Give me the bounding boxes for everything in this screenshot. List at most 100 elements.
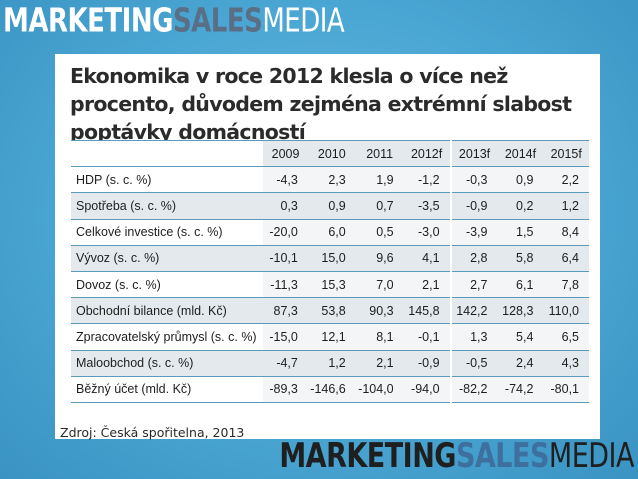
source-note: Zdroj: Česká spořitelna, 2013 — [60, 425, 245, 440]
table-row: Maloobchod (s. c. %) -4,7 1,2 2,1 -0,9 -0,5 2,… — [71, 350, 589, 377]
value-cell: 1,3 — [450, 323, 498, 350]
table-row: Dovoz (s. c. %) -11,3 15,3 7,0 2,1 2,7 6,1 7,8 — [71, 271, 589, 298]
value-cell: 2,3 — [307, 166, 356, 193]
value-cell: 15,3 — [307, 271, 356, 298]
year-header: 2015f — [543, 139, 589, 167]
value-cell: 4,3 — [543, 350, 589, 377]
table-row: Celkové investice (s. c. %) -20,0 6,0 0,5 -3… — [71, 219, 589, 246]
value-cell: 15,0 — [307, 245, 356, 272]
value-cell: 2,1 — [355, 350, 404, 377]
value-cell: 5,8 — [497, 245, 544, 272]
value-cell: 6,1 — [497, 271, 544, 298]
value-cell: 9,6 — [355, 245, 404, 272]
table-body: HDP (s. c. %) -4,3 2,3 1,9 -1,2 -0,3 0,9 2,2 Spo… — [71, 166, 589, 403]
value-cell: 2,4 — [497, 350, 544, 377]
value-cell: 1,2 — [543, 192, 589, 220]
header-blank-cell — [71, 139, 264, 167]
value-cell: 8,4 — [543, 219, 589, 246]
year-header: 2013f — [450, 139, 498, 167]
value-cell: 1,9 — [355, 166, 404, 193]
value-cell: 90,3 — [355, 297, 404, 324]
value-cell: 2,7 — [450, 271, 498, 298]
row-label: Běžný účet (mld. Kč) — [71, 376, 264, 403]
economic-table: 2009 2010 2011 2012f 2013f 2014f 2015f HDP (s.… — [71, 139, 589, 403]
value-cell: -15,0 — [263, 323, 308, 350]
year-header: 2009 — [263, 139, 308, 167]
row-label: Celkové investice (s. c. %) — [71, 219, 264, 246]
row-label: Spotřeba (s. c. %) — [71, 192, 264, 220]
value-cell: -74,2 — [497, 376, 544, 403]
table-row: HDP (s. c. %) -4,3 2,3 1,9 -1,2 -0,3 0,9 2,2 — [71, 166, 589, 193]
value-cell: -20,0 — [263, 219, 308, 246]
table-row: Obchodní bilance (mld. Kč) 87,3 53,8 90,3 14… — [71, 297, 589, 324]
value-cell: -3,9 — [450, 219, 498, 246]
year-header: 2014f — [497, 139, 544, 167]
logo-marketing: MARKETING — [279, 436, 456, 476]
logo-media: MEDIA — [262, 2, 345, 40]
table-row: Vývoz (s. c. %) -10,1 15,0 9,6 4,1 2,8 5,8 6,4 — [71, 245, 589, 272]
value-cell: 1,5 — [497, 219, 544, 246]
value-cell: 2,1 — [403, 271, 452, 298]
row-label: Dovoz (s. c. %) — [71, 271, 264, 298]
table-row: Běžný účet (mld. Kč) -89,3 -146,6 -104,0 -94… — [71, 376, 589, 403]
value-cell: 7,8 — [543, 271, 589, 298]
row-label: Obchodní bilance (mld. Kč) — [71, 297, 264, 324]
value-cell: -0,9 — [450, 192, 498, 220]
value-cell: 6,5 — [543, 323, 589, 350]
value-cell: -0,5 — [450, 350, 498, 377]
table-row: Zpracovatelský průmysl (s. c. %) -15,0 12,… — [71, 323, 589, 350]
value-cell: -11,3 — [263, 271, 308, 298]
value-cell: 0,7 — [355, 192, 404, 220]
value-cell: -0,1 — [403, 323, 452, 350]
value-cell: -0,3 — [450, 166, 498, 193]
logo-sales: SALES — [172, 2, 263, 40]
logo-top: MARKETINGSALESMEDIA — [3, 2, 345, 40]
value-cell: 142,2 — [450, 297, 498, 324]
value-cell: 53,8 — [307, 297, 356, 324]
row-label: HDP (s. c. %) — [71, 166, 264, 193]
value-cell: 4,1 — [403, 245, 452, 272]
value-cell: 110,0 — [543, 297, 589, 324]
row-label: Maloobchod (s. c. %) — [71, 350, 264, 377]
value-cell: 8,1 — [355, 323, 404, 350]
value-cell: -82,2 — [450, 376, 498, 403]
value-cell: 87,3 — [263, 297, 308, 324]
row-label: Vývoz (s. c. %) — [71, 245, 264, 272]
value-cell: -4,3 — [263, 166, 308, 193]
year-header: 2010 — [307, 139, 356, 167]
value-cell: -94,0 — [403, 376, 452, 403]
value-cell: 0,5 — [355, 219, 404, 246]
headline: Ekonomika v roce 2012 klesla o více než … — [70, 64, 572, 144]
value-cell: 1,2 — [307, 350, 356, 377]
value-cell: -0,9 — [403, 350, 452, 377]
year-header: 2012f — [403, 139, 452, 167]
logo-bottom: MARKETINGSALESMEDIA — [279, 439, 634, 473]
value-cell: 2,2 — [543, 166, 589, 193]
value-cell: -1,2 — [403, 166, 452, 193]
value-cell: 12,1 — [307, 323, 356, 350]
value-cell: -4,7 — [263, 350, 308, 377]
value-cell: -10,1 — [263, 245, 308, 272]
year-header: 2011 — [355, 139, 404, 167]
value-cell: 7,0 — [355, 271, 404, 298]
value-cell: 0,9 — [307, 192, 356, 220]
table-row: Spotřeba (s. c. %) 0,3 0,9 0,7 -3,5 -0,9 0,2 1,… — [71, 192, 589, 220]
content-card: Ekonomika v roce 2012 klesla o více než … — [55, 54, 600, 439]
logo-sales: SALES — [455, 436, 549, 476]
value-cell: 2,8 — [450, 245, 498, 272]
value-cell: 5,4 — [497, 323, 544, 350]
value-cell: -146,6 — [307, 376, 356, 403]
value-cell: -3,5 — [403, 192, 452, 220]
value-cell: -80,1 — [543, 376, 589, 403]
logo-marketing: MARKETING — [3, 2, 173, 40]
value-cell: 6,0 — [307, 219, 356, 246]
value-cell: 128,3 — [497, 297, 544, 324]
value-cell: 145,8 — [403, 297, 452, 324]
value-cell: 0,9 — [497, 166, 544, 193]
logo-media: MEDIA — [548, 436, 635, 476]
value-cell: 6,4 — [543, 245, 589, 272]
value-cell: -104,0 — [355, 376, 404, 403]
value-cell: -89,3 — [263, 376, 308, 403]
value-cell: 0,2 — [497, 192, 544, 220]
value-cell: -3,0 — [403, 219, 452, 246]
